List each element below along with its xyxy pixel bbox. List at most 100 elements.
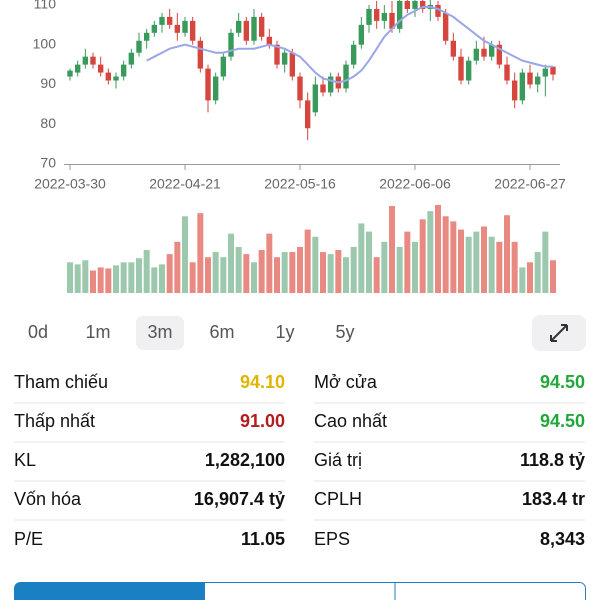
candle-body (105, 72, 112, 81)
candle-body (373, 8, 380, 21)
candle-body (519, 72, 526, 101)
stat-label: Tham chiếu (14, 372, 108, 392)
volume-bar (504, 215, 510, 293)
volume-bar (511, 241, 518, 293)
stat-value: 94.10 (240, 372, 285, 392)
candle-body (128, 52, 135, 65)
candle-body (205, 68, 211, 101)
volume-bar (381, 241, 388, 293)
candle-body (404, 1, 411, 9)
volume-bar (481, 226, 487, 293)
y-tick-label: 90 (40, 75, 56, 91)
candle-body (174, 24, 181, 33)
candle-body (228, 32, 234, 57)
volume-bar (235, 246, 242, 293)
volume-bar (527, 262, 533, 293)
candle-body (534, 76, 541, 85)
volume-bar (182, 216, 188, 293)
period-tab[interactable]: 5y (335, 322, 354, 342)
volume-bar (412, 241, 418, 293)
y-tick-label: 100 (33, 35, 57, 51)
volume-bar (189, 262, 196, 293)
period-tab[interactable]: 6m (209, 322, 234, 342)
volume-bar (350, 246, 357, 293)
moving-average (146, 6, 553, 84)
volume-bar (251, 262, 257, 293)
candle-body (166, 16, 173, 25)
candle-body (496, 44, 503, 65)
volume-bar (205, 257, 211, 293)
volume-bar (120, 262, 127, 293)
volume-bar (312, 236, 319, 293)
stat-label: Giá trị (314, 450, 362, 470)
stat-value: 94.50 (540, 411, 585, 431)
volume-bar (389, 206, 395, 293)
volume-bar (435, 205, 441, 293)
period-tab[interactable]: 1m (85, 322, 110, 342)
volume-bar (297, 246, 303, 293)
x-tick-label: 2022-05-16 (264, 176, 336, 192)
volume-bar (266, 233, 273, 293)
candle-body (350, 44, 357, 65)
volume-bar (550, 260, 556, 293)
stat-value: 94.50 (540, 372, 585, 392)
candle-body (419, 1, 426, 9)
candle-body (113, 76, 119, 81)
candle-body (488, 44, 495, 57)
volume-bar (442, 216, 449, 293)
candle-body (473, 48, 480, 61)
period-tab[interactable]: 0d (28, 322, 48, 342)
stat-label: P/E (14, 529, 43, 549)
candle-body (251, 16, 257, 41)
candle-body (458, 56, 464, 81)
period-tab[interactable]: 1y (275, 322, 294, 342)
stat-label: Cao nhất (314, 411, 387, 431)
candle-body (189, 20, 196, 41)
stat-label: Mở cửa (314, 372, 378, 392)
stat-label: KL (14, 450, 36, 470)
x-tick-label: 2022-06-27 (494, 176, 566, 192)
volume-bar (534, 252, 541, 293)
candle-body (504, 64, 510, 81)
candle-body (542, 68, 549, 77)
volume-bar (143, 250, 150, 293)
y-tick-label: 110 (34, 0, 57, 12)
candle-body (281, 52, 288, 65)
volume-bar (320, 252, 326, 293)
volume-bar (304, 229, 311, 293)
volume-bar (465, 236, 472, 293)
volume-bar (243, 254, 250, 293)
y-tick-label: 70 (40, 155, 56, 171)
candle-body (343, 64, 349, 89)
candle-body (511, 80, 518, 101)
candle-body (120, 64, 127, 77)
volume-bar (542, 231, 549, 293)
volume-bar (281, 252, 288, 293)
candle-body (235, 20, 242, 33)
candle-body (182, 20, 188, 33)
candle-body (82, 56, 89, 65)
volume-bar (159, 264, 165, 293)
period-tab[interactable]: 3m (147, 322, 172, 342)
candle-body (220, 56, 227, 77)
volume-bar (450, 221, 457, 293)
bottom-tab-active[interactable] (14, 582, 206, 600)
volume-bar (151, 267, 158, 293)
candle-body (97, 64, 104, 73)
volume-bar (67, 262, 73, 293)
stat-value: 16,907.4 tỷ (194, 489, 285, 509)
volume-bar (519, 267, 526, 293)
stat-label: Vốn hóa (14, 489, 82, 509)
volume-bar (358, 223, 365, 293)
candle-body (435, 4, 441, 17)
volume-bar (128, 262, 135, 293)
volume-bar (174, 241, 181, 293)
candle-body (527, 72, 533, 85)
stat-label: Thấp nhất (14, 411, 95, 431)
stat-value: 118.8 tỷ (520, 450, 585, 470)
volume-bar (427, 211, 434, 293)
period-tab-selected[interactable] (136, 316, 184, 350)
expand-icon (550, 324, 568, 342)
stat-value: 1,282,100 (205, 450, 285, 470)
volume-bar (274, 257, 280, 293)
